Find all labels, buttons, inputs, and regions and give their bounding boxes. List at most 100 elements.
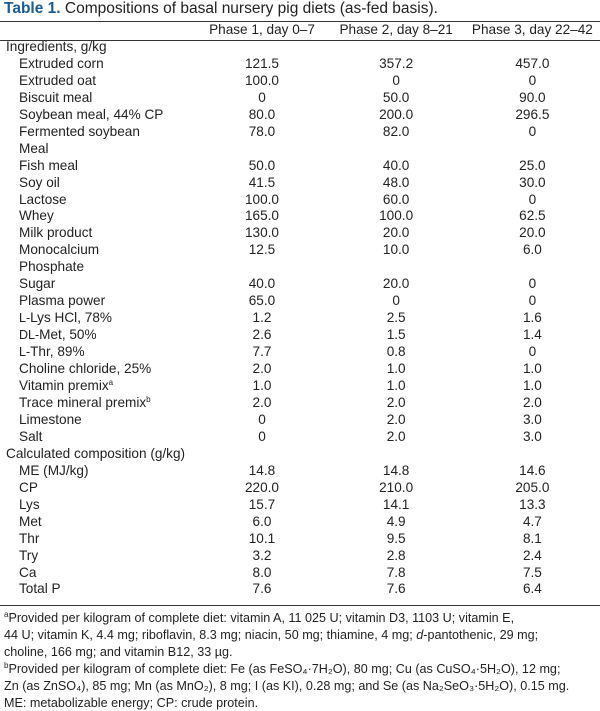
table-row: Sugar 40.0 20.0 0 — [0, 276, 600, 293]
bottom-rule — [0, 605, 600, 606]
table-row: Lactose 100.0 60.0 0 — [0, 192, 600, 209]
value-cell: 1.0 — [386, 378, 406, 394]
value-cell: 20.0 — [382, 276, 410, 292]
row-label: DL-Met, 50% — [0, 327, 196, 344]
row-label: Monocalcium — [0, 242, 196, 259]
table-row: Biscuit meal 0 50.0 90.0 — [0, 90, 600, 107]
header-cell: Phase 2, day 8–21 — [339, 22, 453, 37]
row-label: Thr — [0, 531, 196, 548]
value-cell: 9.5 — [386, 530, 406, 546]
row-label: Whey — [0, 208, 196, 225]
value-cell: 200.0 — [379, 106, 414, 122]
value-cell: 3.2 — [252, 547, 272, 563]
table-label: Table 1. — [4, 0, 61, 17]
table-row: Limestone 0 2.0 3.0 — [0, 412, 600, 429]
composition-table: Phase 1, day 0–7 Phase 2, day 8–21 Phase… — [0, 22, 600, 598]
table-row: Fish meal 50.0 40.0 25.0 — [0, 158, 600, 175]
top-rule — [0, 21, 600, 22]
value-cell — [465, 141, 600, 158]
table-row: L-Thr, 89% 7.7 0.8 0 — [0, 344, 600, 361]
row-label: Lys — [0, 497, 196, 514]
value-cell: 50.0 — [382, 89, 410, 105]
value-cell: 6.4 — [522, 581, 542, 597]
value-cell: 65.0 — [248, 293, 276, 309]
table-row: Try 3.2 2.8 2.4 — [0, 548, 600, 565]
footnote-b-cont: Zn (as ZnSO₄), 85 mg; Mn (as MnO₂), 8 mg… — [4, 678, 570, 693]
row-name: Sugar — [19, 276, 56, 292]
value-cell: 210.0 — [379, 479, 414, 495]
value-cell: 2.0 — [252, 394, 272, 410]
value-cell: 4.9 — [386, 513, 406, 529]
row-name: Soybean meal, 44% CP — [19, 106, 164, 122]
footnote-mark: b — [146, 394, 151, 404]
row-label: Lactose — [0, 192, 196, 209]
value-cell: 0 — [392, 293, 400, 309]
value-cell: 50.0 — [248, 157, 276, 173]
value-cell: 0 — [528, 123, 537, 139]
value-cell: 15.7 — [248, 496, 276, 512]
value-cell: 1.4 — [522, 327, 542, 343]
prefix: DL- — [19, 328, 40, 343]
value-cell: 2.0 — [386, 411, 406, 427]
value-cell: 220.0 — [244, 479, 279, 495]
value-cell: 0 — [528, 72, 537, 88]
row-name: Monocalcium — [19, 242, 100, 258]
prefix: L- — [19, 311, 31, 326]
row-name: Lys — [19, 496, 40, 512]
value-cell: 10.0 — [382, 242, 410, 258]
row-label: Try — [0, 548, 196, 565]
value-cell: 2.0 — [386, 394, 406, 410]
value-cell: 4.7 — [522, 513, 542, 529]
row-label: Biscuit meal — [0, 90, 196, 107]
row-name: Plasma power — [19, 293, 106, 309]
value-cell — [465, 259, 600, 276]
table-row: DL-Met, 50% 2.6 1.5 1.4 — [0, 327, 600, 344]
value-cell: 0.8 — [386, 344, 406, 360]
row-label: Fermented soybean — [0, 124, 196, 141]
value-cell: 1.0 — [522, 361, 542, 377]
value-cell: 3.0 — [522, 411, 542, 427]
value-cell: 12.5 — [248, 242, 276, 258]
value-cell: 20.0 — [382, 225, 410, 241]
row-name: Try — [19, 547, 39, 563]
value-cell: 8.0 — [252, 564, 272, 580]
value-cell: 30.0 — [519, 174, 546, 190]
value-cell: 2.5 — [386, 310, 406, 326]
row-label: Sugar — [0, 276, 196, 293]
table-row: Thr 10.1 9.5 8.1 — [0, 531, 600, 548]
header-cell — [0, 22, 196, 39]
table-row: Monocalcium 12.5 10.0 6.0 — [0, 242, 600, 259]
row-name: Soy oil — [19, 174, 60, 190]
value-cell: 165.0 — [244, 208, 279, 224]
value-cell: 296.5 — [515, 106, 550, 122]
value-cell: 14.6 — [519, 462, 546, 478]
value-cell: 1.5 — [386, 327, 406, 343]
row-label-cont: Phosphate — [19, 259, 85, 275]
value-cell: 0 — [528, 293, 537, 309]
value-cell: 0 — [528, 276, 537, 292]
value-cell: 130.0 — [244, 225, 279, 241]
value-cell: 100.0 — [379, 208, 414, 224]
footnote-b: bProvided per kilogram of complete diet:… — [4, 660, 561, 676]
value-cell: 80.0 — [248, 106, 276, 122]
value-cell: 100.0 — [244, 72, 279, 88]
value-cell: 82.0 — [382, 123, 410, 139]
value-cell: 7.6 — [386, 581, 406, 597]
table-row: Met 6.0 4.9 4.7 — [0, 514, 600, 531]
table-row: Soy oil 41.5 48.0 30.0 — [0, 175, 600, 192]
row-name: CP — [19, 479, 38, 495]
table-row: L-Lys HCl, 78% 1.2 2.5 1.6 — [0, 310, 600, 327]
table-row: Soybean meal, 44% CP 80.0 200.0 296.5 — [0, 107, 600, 124]
table-row: Milk product 130.0 20.0 20.0 — [0, 225, 600, 242]
table-row: Trace mineral premixb 2.0 2.0 2.0 — [0, 395, 600, 412]
table-row: Choline chloride, 25% 2.0 1.0 1.0 — [0, 361, 600, 378]
table-row: Meal — [0, 141, 600, 158]
row-name: Salt — [19, 428, 43, 444]
value-cell: 100.0 — [244, 191, 279, 207]
row-label: Limestone — [0, 412, 196, 429]
row-name: Milk product — [19, 225, 93, 241]
value-cell — [196, 141, 327, 158]
row-name: Met — [19, 513, 42, 529]
value-cell: 0 — [392, 72, 400, 88]
